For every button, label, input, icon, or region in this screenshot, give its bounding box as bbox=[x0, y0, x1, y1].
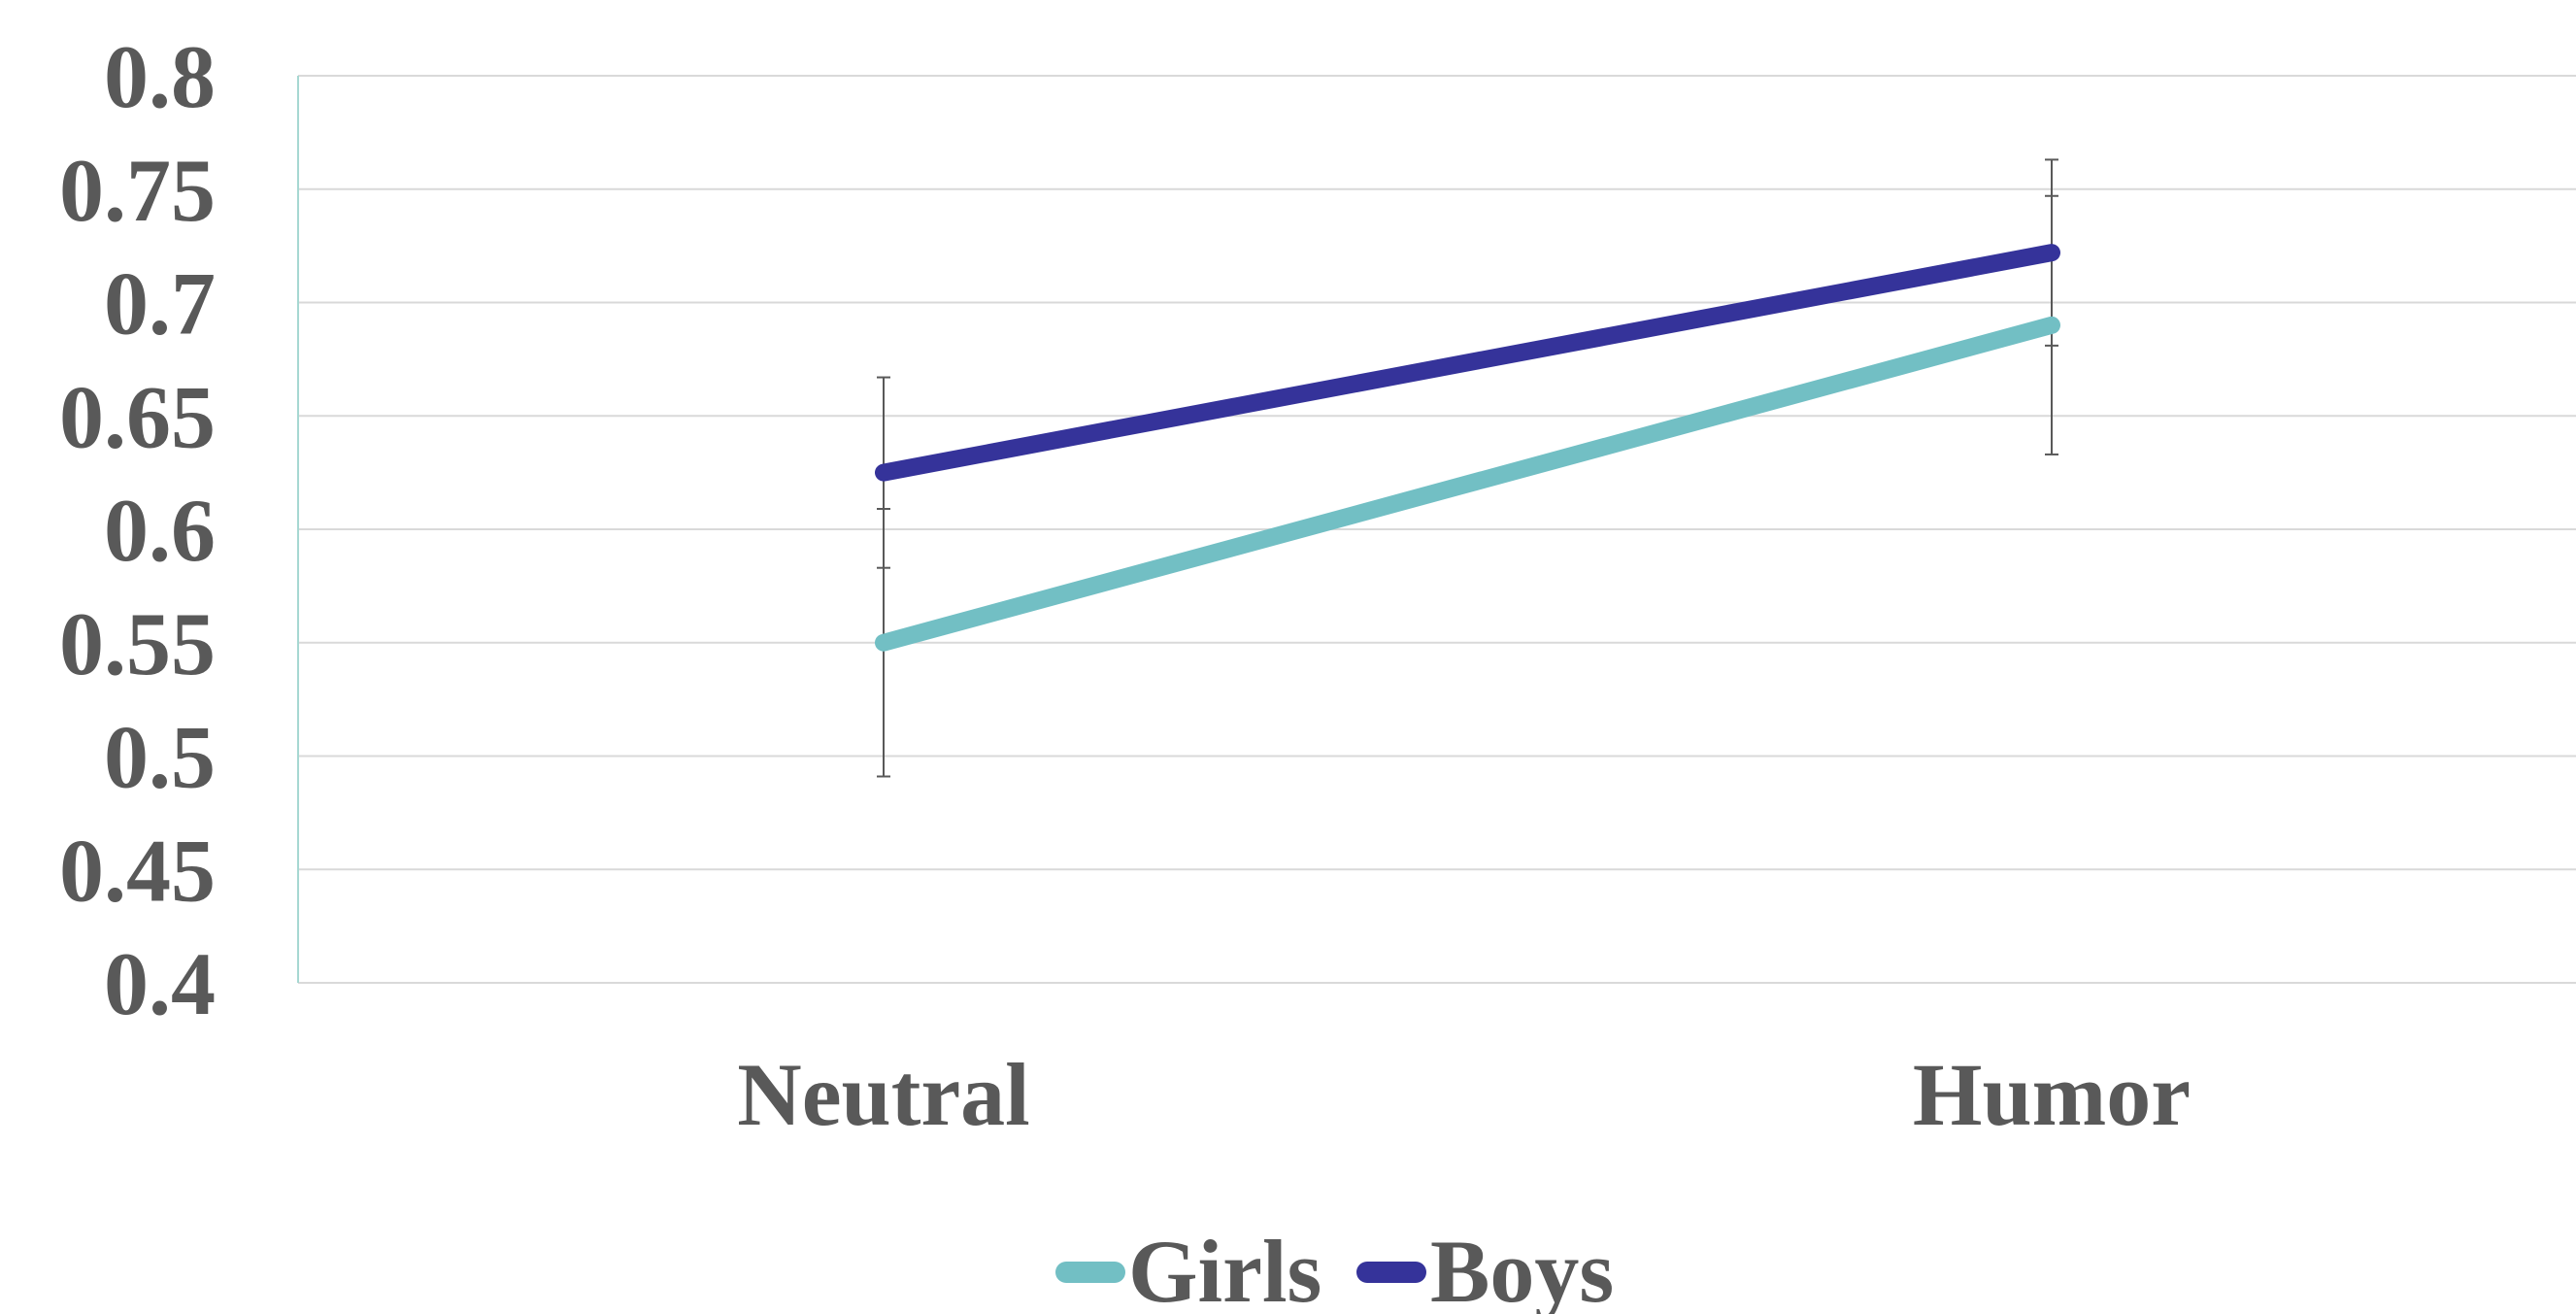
y-tick-label: 0.6 bbox=[104, 481, 216, 580]
x-tick-labels: Neutral Humor bbox=[737, 1045, 2191, 1144]
x-tick-label: Humor bbox=[1913, 1045, 2191, 1144]
legend-label-boys: Boys bbox=[1430, 1222, 1614, 1314]
series-line-girls bbox=[875, 316, 2060, 652]
series-lines bbox=[875, 244, 2060, 652]
legend: Girls Boys bbox=[1055, 1222, 1614, 1314]
y-tick-label: 0.5 bbox=[104, 708, 216, 807]
error-bars bbox=[877, 158, 2058, 778]
x-tick-label: Neutral bbox=[737, 1045, 1029, 1144]
y-tick-label: 0.75 bbox=[59, 141, 216, 240]
y-tick-label: 0.45 bbox=[59, 821, 216, 920]
y-tick-label: 0.65 bbox=[59, 367, 216, 466]
series-line-boys bbox=[875, 244, 2060, 482]
y-tick-label: 0.55 bbox=[59, 594, 216, 693]
y-tick-label: 0.8 bbox=[104, 27, 216, 126]
legend-label-girls: Girls bbox=[1128, 1222, 1321, 1314]
y-tick-label: 0.4 bbox=[104, 934, 216, 1033]
gridlines bbox=[298, 75, 2576, 984]
y-tick-labels: 0.8 0.75 0.7 0.65 0.6 0.55 0.5 0.45 0.4 bbox=[59, 27, 216, 1033]
y-tick-label: 0.7 bbox=[104, 254, 216, 354]
